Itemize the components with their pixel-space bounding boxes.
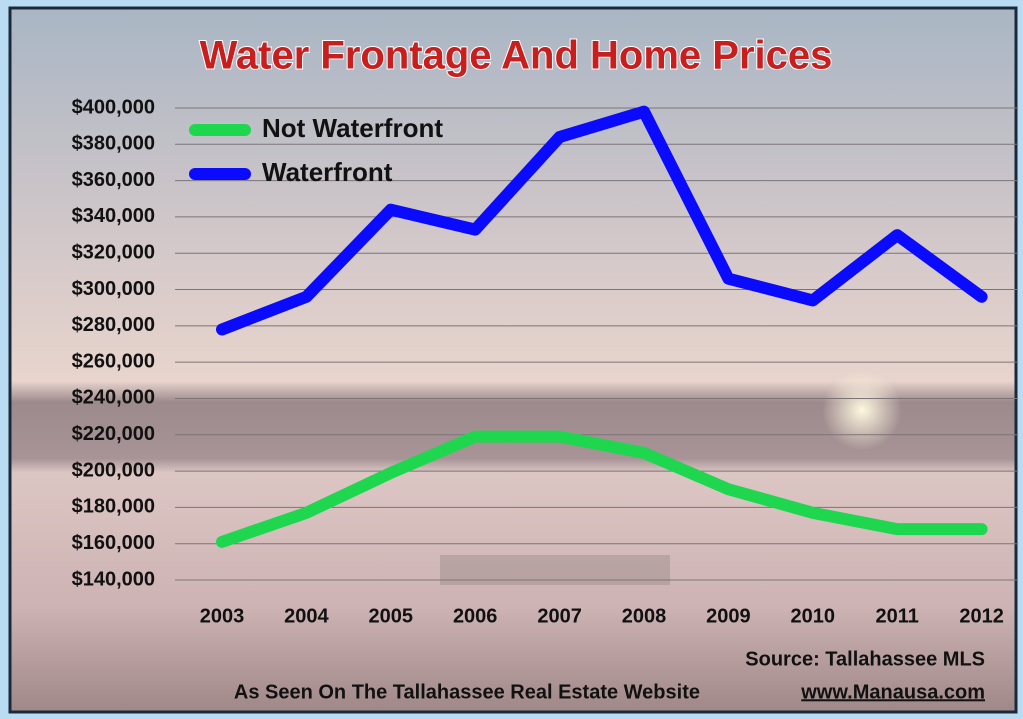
x-tick-label: 2004 <box>284 605 329 627</box>
x-tick-label: 2008 <box>622 605 667 627</box>
legend-label: Waterfront <box>262 157 393 187</box>
source: Source: Tallahassee MLS <box>745 648 985 670</box>
y-tick-label: $340,000 <box>72 205 155 227</box>
x-tick-label: 2012 <box>959 605 1004 627</box>
y-tick-label: $360,000 <box>72 169 155 191</box>
link[interactable]: www.Manausa.com <box>800 681 985 703</box>
y-tick-label: $260,000 <box>72 350 155 372</box>
x-tick-label: 2007 <box>537 605 582 627</box>
x-tick-label: 2005 <box>369 605 414 627</box>
y-tick-label: $400,000 <box>72 96 155 118</box>
y-tick-label: $280,000 <box>72 314 155 336</box>
y-tick-label: $200,000 <box>72 459 155 481</box>
x-tick-label: 2010 <box>791 605 836 627</box>
chart: Water Frontage And Home Prices Source: T… <box>0 0 1023 719</box>
x-tick-label: 2003 <box>200 605 245 627</box>
y-tick-label: $140,000 <box>72 568 155 590</box>
y-tick-label: $300,000 <box>72 278 155 300</box>
y-tick-label: $160,000 <box>72 532 155 554</box>
chart-title: Water Frontage And Home Prices <box>200 34 833 78</box>
y-tick-label: $380,000 <box>72 133 155 155</box>
y-tick-label: $180,000 <box>72 496 155 518</box>
y-tick-label: $220,000 <box>72 423 155 445</box>
y-tick-label: $240,000 <box>72 387 155 409</box>
legend-label: Not Waterfront <box>262 113 443 143</box>
background <box>10 8 1016 712</box>
x-tick-label: 2011 <box>876 605 919 627</box>
footer: As Seen On The Tallahassee Real Estate W… <box>234 681 700 703</box>
x-tick-label: 2009 <box>706 605 751 627</box>
x-tick-label: 2006 <box>453 605 498 627</box>
y-tick-label: $320,000 <box>72 242 155 264</box>
sun <box>822 370 902 450</box>
